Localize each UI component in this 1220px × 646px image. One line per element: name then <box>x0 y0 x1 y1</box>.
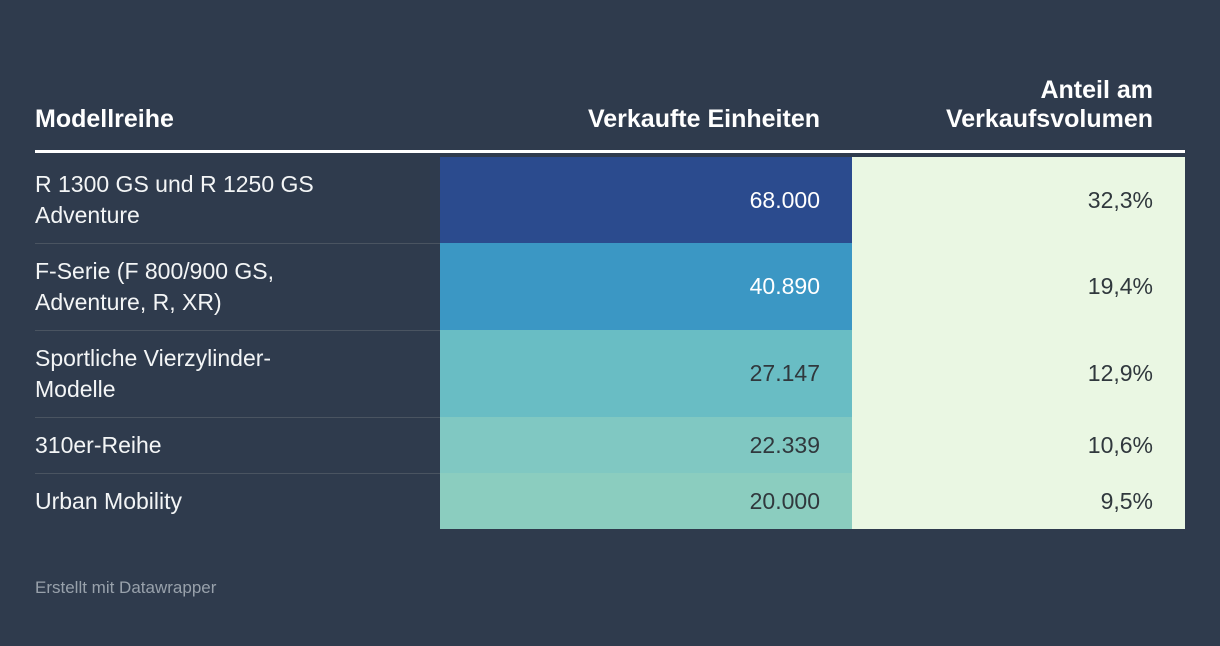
table: Modellreihe Verkaufte Einheiten Anteil a… <box>35 0 1185 529</box>
model-cell: Sportliche Vierzylinder- Modelle <box>35 330 440 417</box>
units-cell: 20.000 <box>440 473 852 529</box>
table-row: F-Serie (F 800/900 GS, Adventure, R, XR)… <box>35 243 1185 330</box>
units-cell: 22.339 <box>440 417 852 473</box>
table-row: Urban Mobility 20.000 9,5% <box>35 473 1185 529</box>
units-cell: 68.000 <box>440 157 852 243</box>
table-row: 310er-Reihe 22.339 10,6% <box>35 417 1185 473</box>
units-cell: 27.147 <box>440 330 852 417</box>
model-cell: Urban Mobility <box>35 473 440 529</box>
table-row: Sportliche Vierzylinder- Modelle 27.147 … <box>35 330 1185 417</box>
model-cell: R 1300 GS und R 1250 GS Adventure <box>35 171 314 228</box>
share-cell: 32,3% <box>852 157 1185 243</box>
table-header-row: Modellreihe Verkaufte Einheiten Anteil a… <box>35 0 1185 153</box>
column-header-anteil-verkaufsvolumen: Anteil am Verkaufsvolumen <box>945 76 1153 133</box>
share-cell: 19,4% <box>852 243 1185 330</box>
share-cell: 10,6% <box>852 417 1185 473</box>
column-header-modellreihe: Modellreihe <box>35 105 174 133</box>
share-cell: 9,5% <box>852 473 1185 529</box>
model-cell: F-Serie (F 800/900 GS, Adventure, R, XR) <box>35 243 440 330</box>
table-row: R 1300 GS und R 1250 GS Adventure 68.000… <box>35 157 1185 243</box>
column-header-verkaufte-einheiten: Verkaufte Einheiten <box>587 105 820 133</box>
model-cell: 310er-Reihe <box>35 417 440 473</box>
share-cell: 12,9% <box>852 330 1185 417</box>
units-cell: 40.890 <box>440 243 852 330</box>
datawrapper-credit-link[interactable]: Erstellt mit Datawrapper <box>35 578 217 597</box>
table-body: R 1300 GS und R 1250 GS Adventure 68.000… <box>35 157 1185 529</box>
